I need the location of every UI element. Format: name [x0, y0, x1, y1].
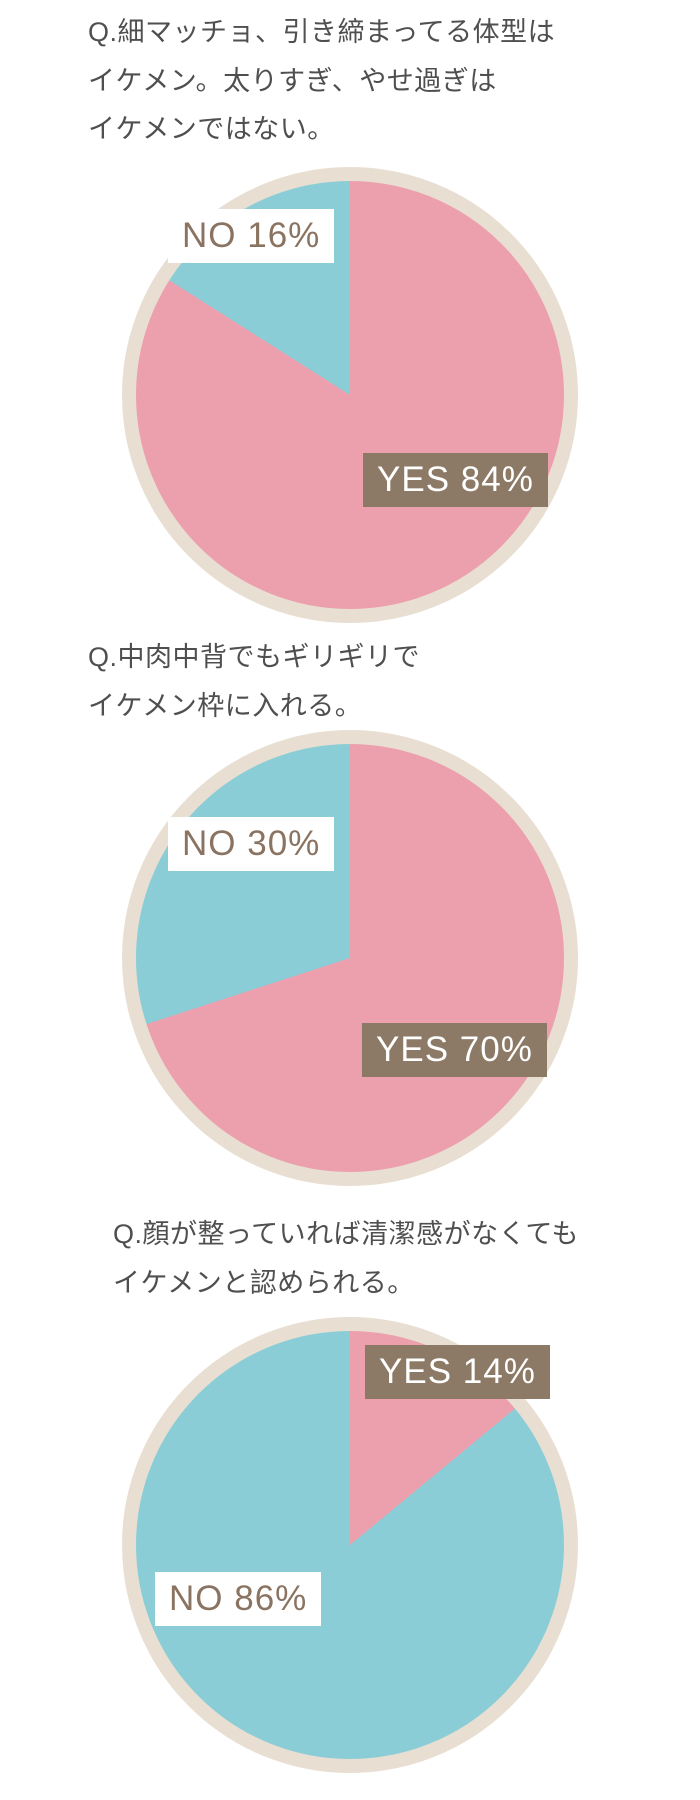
pie-1-yes-label: YES 84% — [363, 453, 548, 507]
pie-chart-1: NO 16% YES 84% — [122, 167, 578, 623]
question-title-3: Q.顔が整っていれば清潔感がなくても イケメンと認められる。 — [113, 1219, 579, 1298]
question-title-1: Q.細マッチョ、引き締まってる体型は イケメン。太りすぎ、やせ過ぎは イケメンで… — [88, 17, 556, 145]
pie-chart-3: YES 14% NO 86% — [122, 1317, 578, 1773]
pie-3-no-label: NO 86% — [155, 1572, 322, 1626]
pie-chart-2: NO 30% YES 70% — [122, 730, 578, 1186]
pie-2-yes-label: YES 70% — [362, 1023, 547, 1077]
pie-3-yes-label: YES 14% — [365, 1345, 550, 1399]
pie-2-no-label: NO 30% — [168, 817, 335, 871]
pie-1-no-label: NO 16% — [168, 209, 335, 263]
question-title-2: Q.中肉中背でもギリギリで イケメン枠に入れる。 — [88, 642, 421, 721]
pie-2-graphic — [122, 730, 578, 1186]
